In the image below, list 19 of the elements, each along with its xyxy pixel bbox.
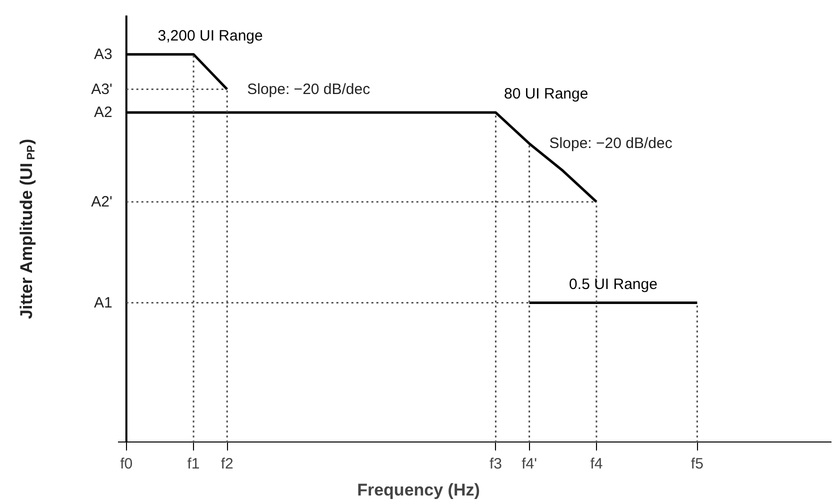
annotation: Slope: −20 dB/dec [247, 80, 371, 98]
annotation: A2 [94, 104, 112, 122]
annotation: A1 [94, 294, 112, 312]
annotation: A3 [94, 46, 112, 63]
series-label: 0.5 UI Range [569, 276, 658, 293]
series-label: 3,200 UI Range [158, 27, 263, 44]
x-tick-label: f0 [120, 456, 133, 472]
x-tick-label: f2 [220, 456, 234, 472]
annotation: Slope: −20 dB/dec [549, 135, 673, 152]
annotation: A2' [91, 193, 113, 210]
x-tick-label: f3 [489, 456, 502, 472]
y-axis-title: Jitter Amplitude (UIPP) [16, 138, 38, 319]
series-label: 80 UI Range [504, 86, 588, 103]
x-tick-label: f4' [522, 456, 538, 472]
x-axis-title: Frequency (Hz) [357, 480, 480, 500]
x-tick-label: f1 [187, 456, 200, 472]
x-tick-label: f4 [590, 456, 603, 472]
annotation: A3' [91, 80, 113, 98]
x-tick-label: f5 [690, 456, 704, 472]
